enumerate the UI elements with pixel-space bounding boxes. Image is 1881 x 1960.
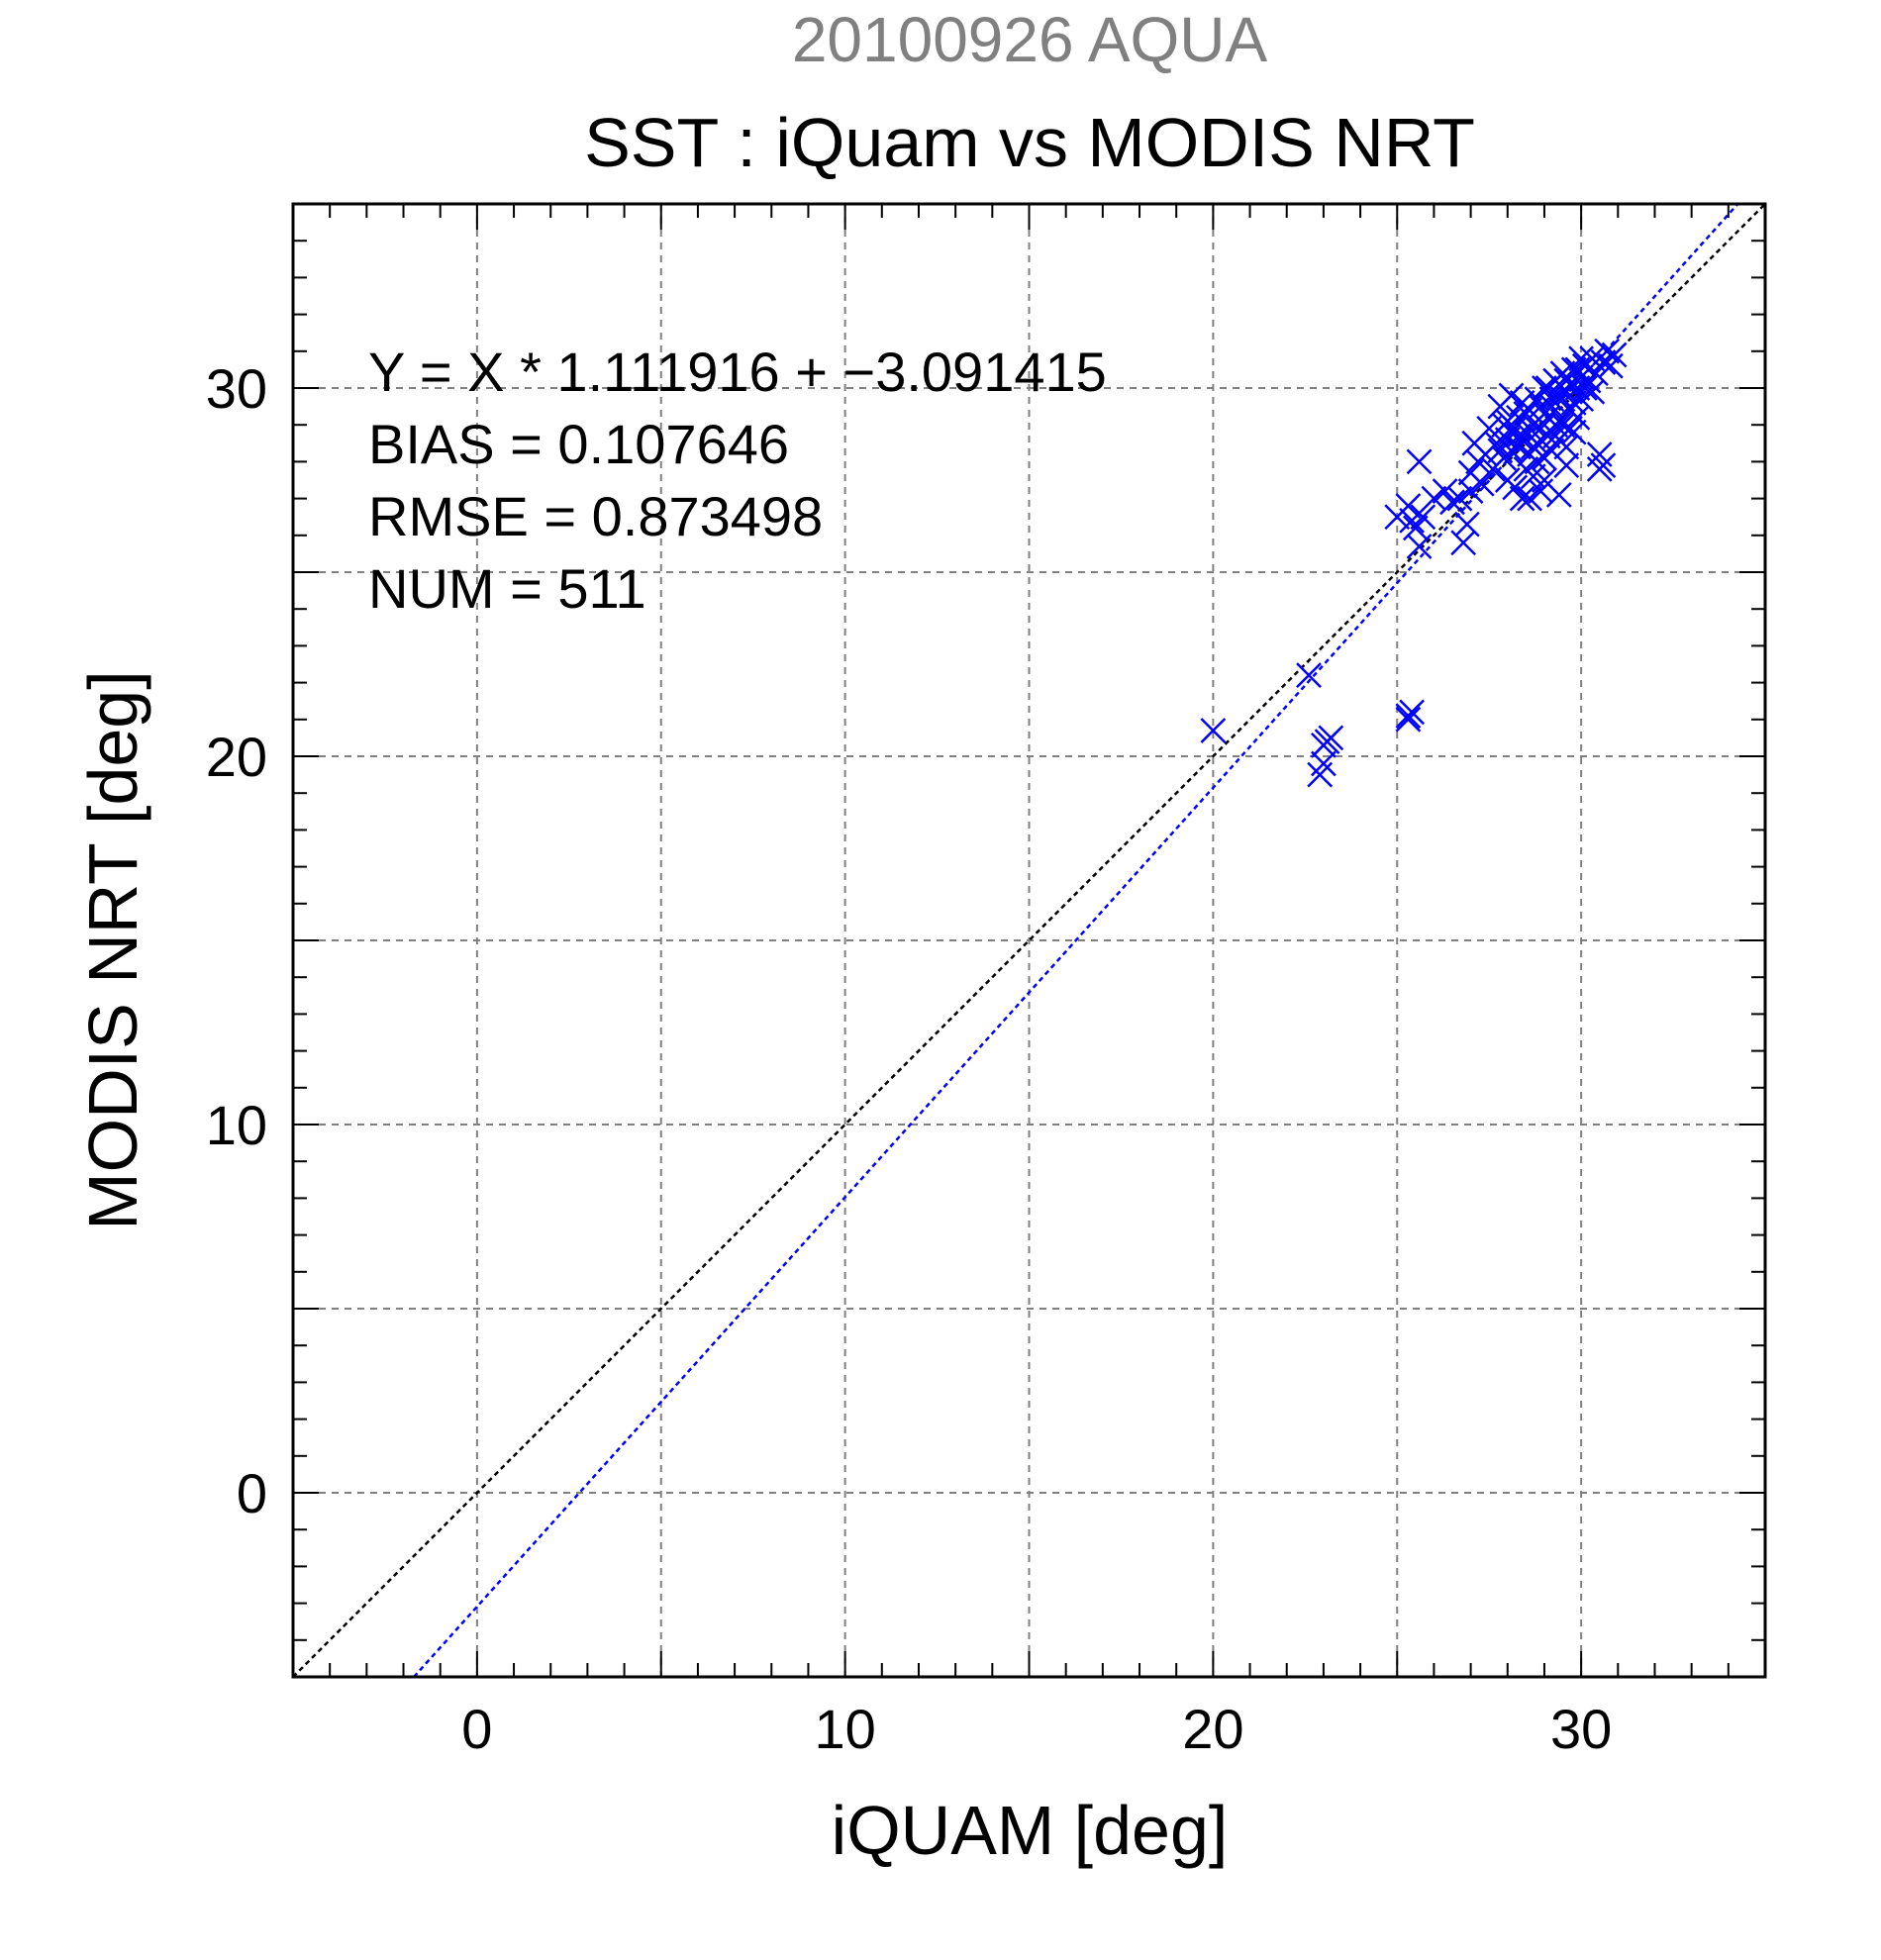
data-point xyxy=(1410,504,1436,531)
stats-annotations: Y = X * 1.111916 + −3.091415 BIAS = 0.10… xyxy=(368,341,1107,620)
data-point xyxy=(1513,401,1539,427)
data-point xyxy=(1509,485,1535,512)
data-point xyxy=(1468,470,1495,497)
data-point xyxy=(1509,427,1535,452)
data-point xyxy=(1498,382,1525,409)
data-point xyxy=(1534,404,1561,431)
annotation-rmse: RMSE = 0.873498 xyxy=(368,485,823,547)
data-point xyxy=(1590,452,1617,479)
data-point xyxy=(1498,419,1525,445)
data-point xyxy=(1594,338,1621,364)
data-point xyxy=(1568,345,1595,372)
plot-frame xyxy=(291,202,1767,1679)
data-point xyxy=(1549,412,1576,439)
data-point xyxy=(1532,375,1557,401)
data-point xyxy=(1406,534,1433,559)
y-tick-label: 30 xyxy=(206,357,267,420)
data-point xyxy=(1200,718,1227,743)
annotation-fit-equation: Y = X * 1.111916 + −3.091415 xyxy=(368,341,1107,403)
chart-suptitle: 20100926 AQUA xyxy=(792,4,1268,75)
data-point xyxy=(1439,489,1465,516)
x-tick-label: 0 xyxy=(461,1698,492,1760)
data-point xyxy=(1395,493,1422,519)
data-point xyxy=(1560,389,1587,416)
data-point xyxy=(1487,438,1514,464)
data-point xyxy=(1399,699,1426,726)
data-point xyxy=(1296,662,1322,689)
data-point xyxy=(1311,750,1336,777)
y-tick-label: 10 xyxy=(206,1094,267,1156)
data-point xyxy=(1532,467,1557,493)
y-tick-label: 0 xyxy=(237,1462,267,1524)
data-point xyxy=(1553,452,1580,479)
x-tick-label: 10 xyxy=(814,1698,875,1760)
data-point xyxy=(1453,511,1480,538)
x-axis-label: iQUAM [deg] xyxy=(832,1792,1229,1869)
data-point xyxy=(1446,485,1473,512)
annotation-num: NUM = 511 xyxy=(368,557,646,620)
x-tick-label: 30 xyxy=(1550,1698,1612,1760)
y-axis-label: MODIS NRT [deg] xyxy=(74,670,151,1229)
data-point xyxy=(1542,423,1568,449)
data-point xyxy=(1517,485,1542,512)
data-point xyxy=(1395,706,1422,733)
chart-title: SST : iQuam vs MODIS NRT xyxy=(584,104,1475,181)
data-point xyxy=(1476,416,1503,441)
data-point xyxy=(1545,371,1572,398)
y-tick-label: 20 xyxy=(206,726,267,788)
x-tick-label: 20 xyxy=(1182,1698,1243,1760)
data-point xyxy=(1502,474,1529,501)
annotation-bias: BIAS = 0.107646 xyxy=(368,413,789,475)
data-point xyxy=(1457,478,1484,505)
data-point xyxy=(1406,448,1433,475)
data-point xyxy=(1557,397,1583,424)
data-point xyxy=(1520,434,1546,460)
data-points xyxy=(1200,338,1628,788)
data-point xyxy=(1432,478,1458,505)
data-point xyxy=(1601,342,1628,368)
data-point xyxy=(1524,448,1550,475)
data-point xyxy=(1450,530,1477,556)
data-point xyxy=(1311,732,1336,758)
data-point xyxy=(1571,375,1598,401)
tick-labels: 0 10 20 30 0 10 20 30 xyxy=(206,357,1613,1760)
